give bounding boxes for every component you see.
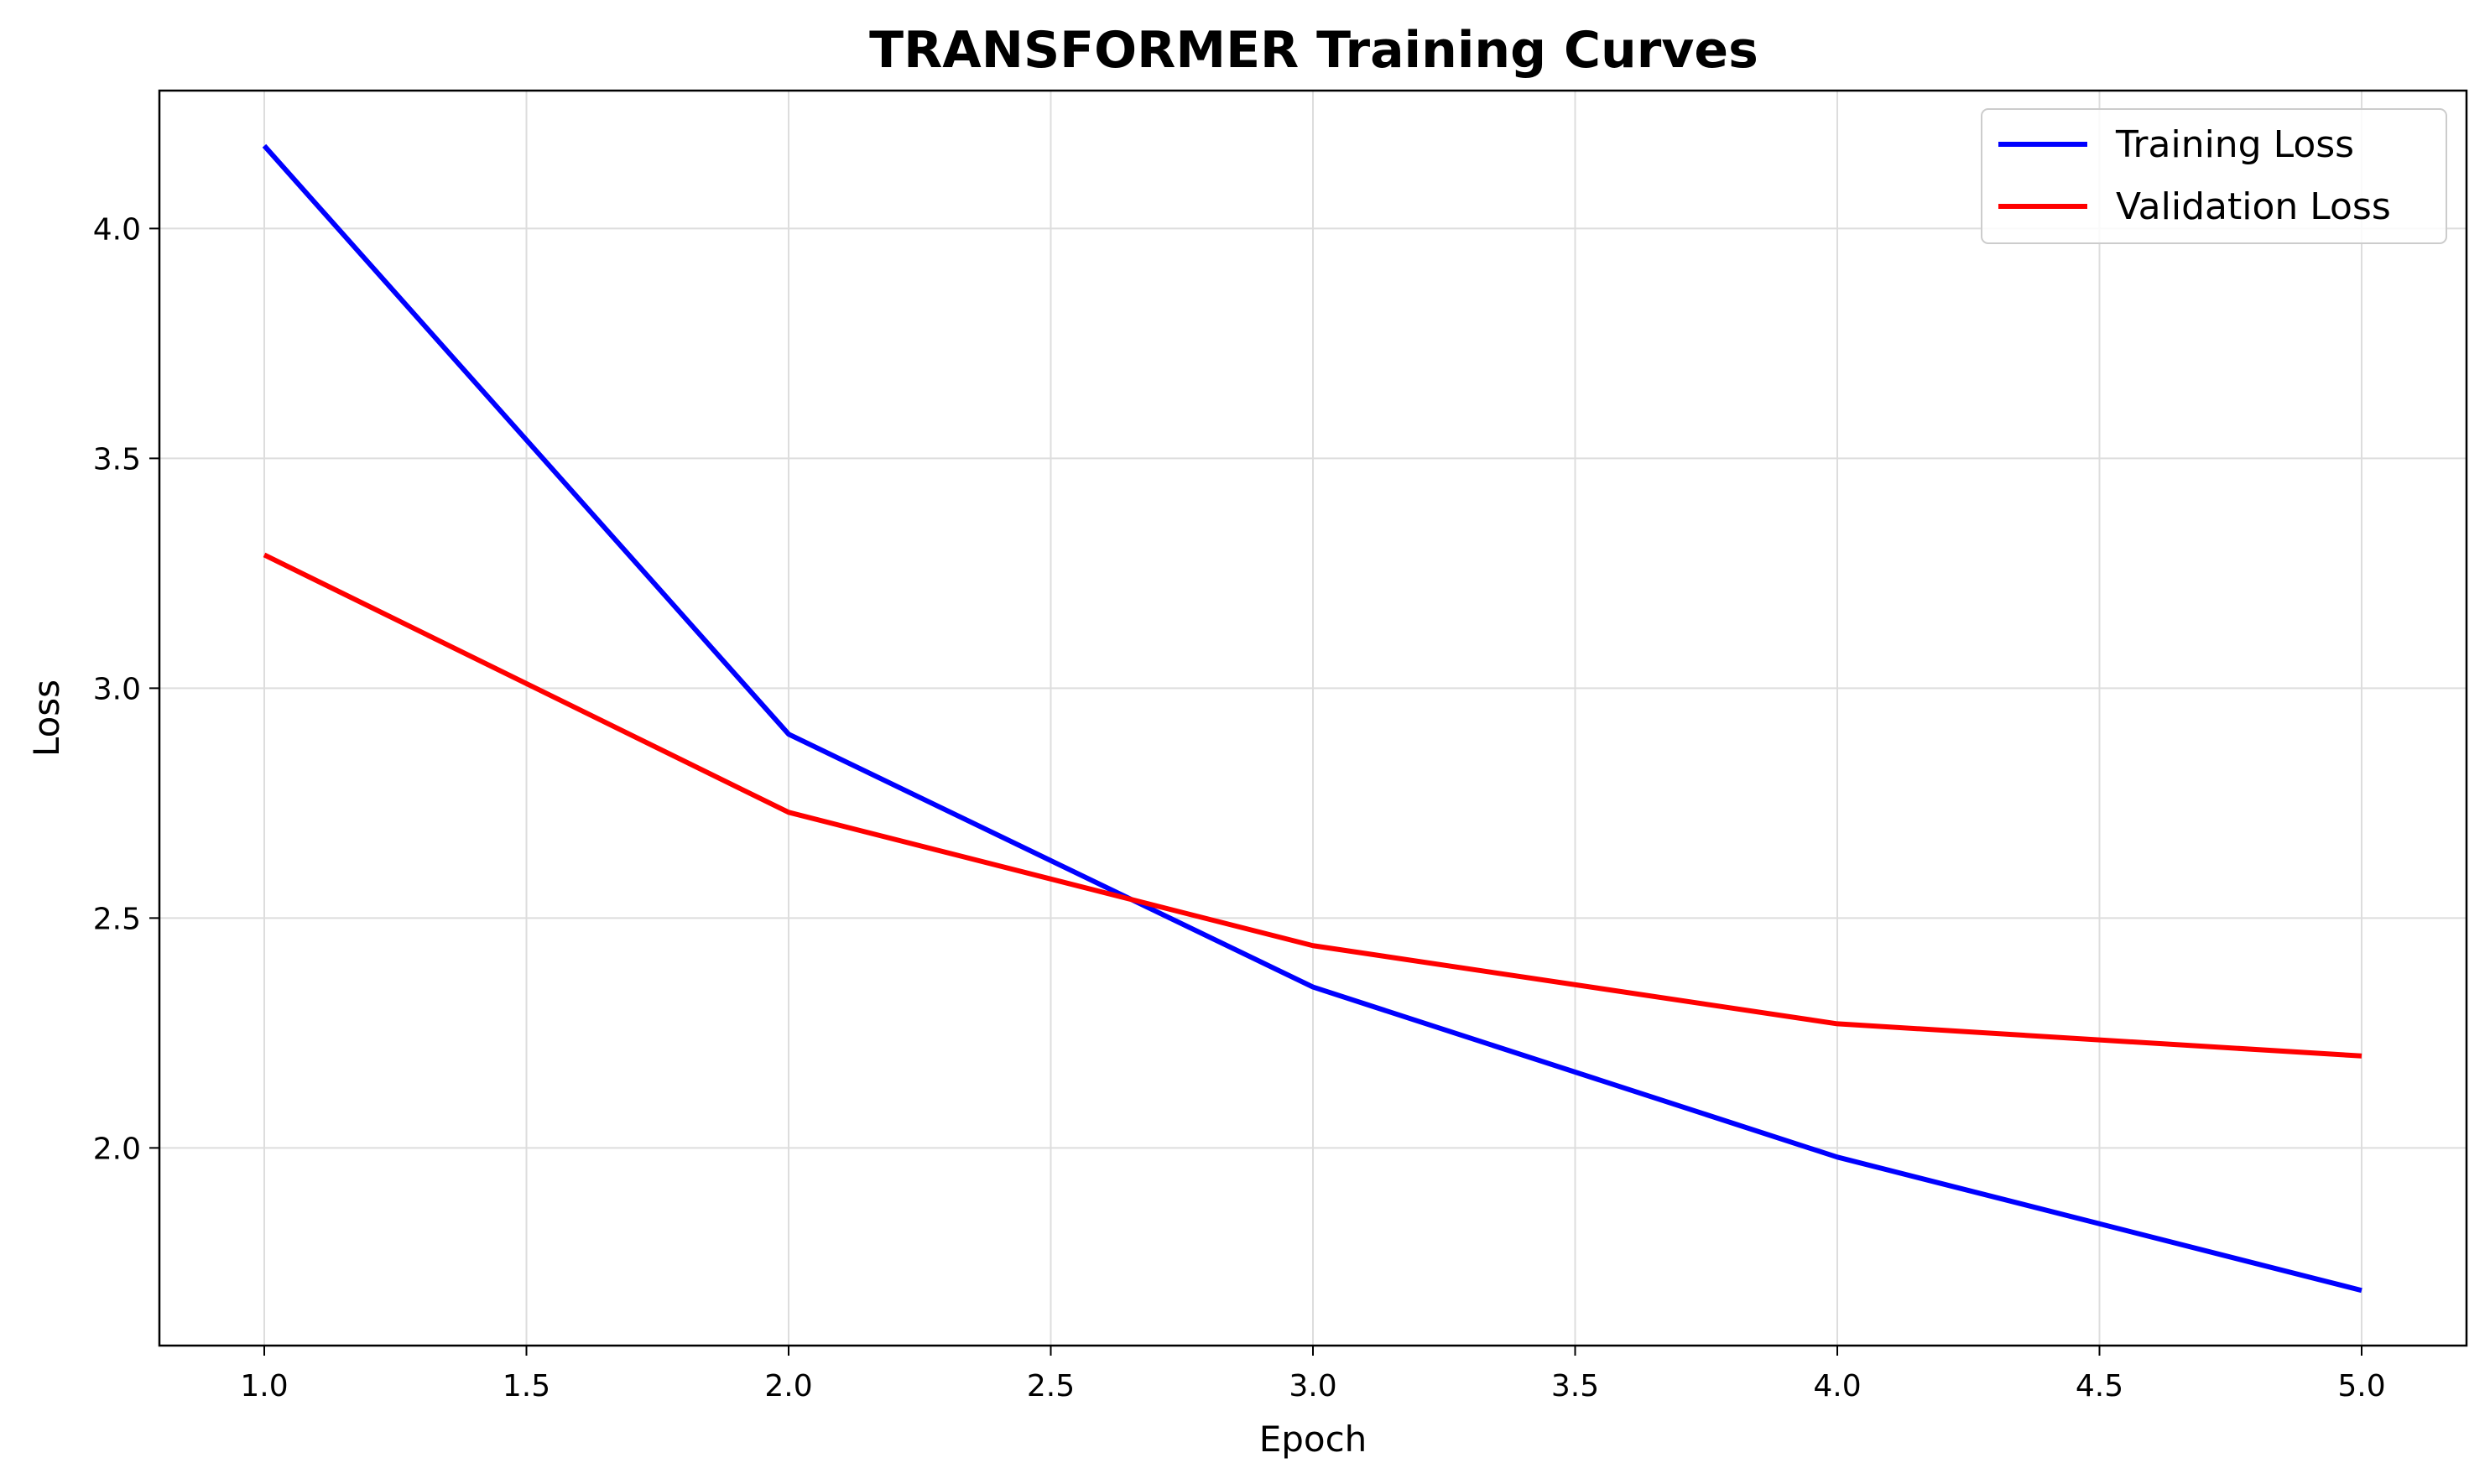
y-tick-label: 2.5 [93,902,141,936]
x-tick-label: 2.0 [764,1369,812,1403]
x-axis-label: Epoch [1259,1419,1367,1460]
y-axis-label: Loss [26,680,67,757]
x-tick-label: 3.5 [1551,1369,1599,1403]
legend-label-training-loss: Training Loss [2115,123,2354,166]
legend: Training Loss Validation Loss [1981,108,2447,244]
x-tick-label: 4.0 [1813,1369,1861,1403]
legend-box [1981,108,2447,244]
x-tick-label: 2.5 [1027,1369,1075,1403]
x-tick-label: 3.0 [1289,1369,1336,1403]
y-tick-label: 2.0 [93,1132,141,1166]
x-tick-label: 4.5 [2076,1369,2123,1403]
chart-title: TRANSFORMER Training Curves [869,21,1758,80]
y-tick-label: 4.0 [93,212,141,247]
y-tick-label: 3.5 [93,442,141,476]
series-line-validation-loss [263,552,2362,1059]
x-tick-label: 1.5 [503,1369,550,1403]
y-tick-label: 3.0 [93,672,141,706]
series-lines [262,143,2362,1294]
axis-ticks: 1.0 1.5 2.0 2.5 3.0 3.5 4.0 4.5 5.0 2.0 2.5 3.0 3.5 4… [93,212,2386,1403]
x-tick-label: 1.0 [240,1369,288,1403]
x-tick-label: 5.0 [2337,1369,2385,1403]
grid [159,91,2467,1346]
series-line-training-loss [262,143,2362,1294]
legend-label-validation-loss: Validation Loss [2116,185,2391,228]
